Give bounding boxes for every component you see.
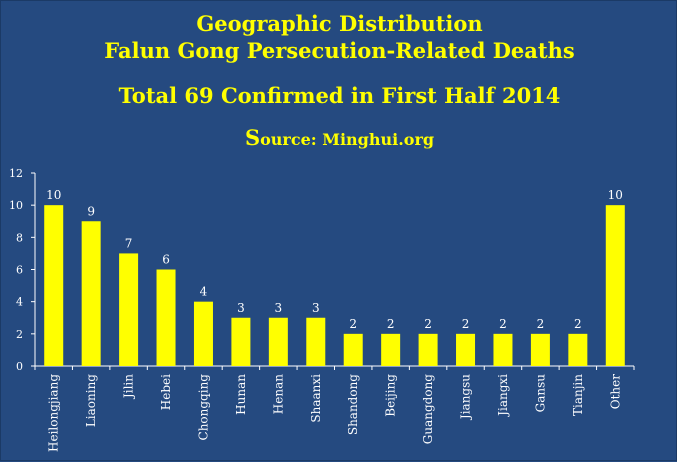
data-label: 3: [275, 301, 283, 315]
chart-title-line-1: Geographic Distribution: [196, 11, 483, 36]
x-tick-label: Shaanxi: [309, 374, 323, 423]
x-tick-label: Gansu: [533, 374, 547, 413]
bar-gansu: [530, 333, 550, 366]
x-tick-label: Other: [608, 374, 622, 409]
chart-labels: 10 Heilongjiang 9 Liaoning 7 Jilin 6 Hebei 4 Chon…: [46, 188, 623, 452]
data-label: 2: [349, 317, 357, 331]
data-label: 2: [574, 317, 582, 331]
bar-chongqing: [193, 301, 213, 366]
data-label: 2: [462, 317, 470, 331]
data-label: 4: [200, 285, 208, 299]
x-tick-label: Liaoning: [84, 374, 98, 427]
data-label: 2: [537, 317, 545, 331]
chart-subtitle: Total 69 Confirmed in First Half 2014: [118, 83, 561, 108]
data-label: 10: [46, 188, 61, 202]
y-tick-label: 10: [9, 199, 23, 212]
bar-shandong: [343, 333, 363, 366]
data-label: 2: [424, 317, 432, 331]
x-tick-label: Tianjin: [571, 374, 585, 416]
data-label: 7: [125, 236, 133, 250]
source-text: ource: Minghui.org: [260, 130, 435, 149]
bar-guangdong: [418, 333, 438, 366]
x-tick-label: Hunan: [234, 374, 248, 415]
x-tick-label: Jiangxi: [496, 374, 510, 418]
x-tick-label: Guangdong: [421, 374, 435, 445]
data-label: 3: [237, 301, 245, 315]
data-label: 6: [162, 253, 170, 267]
source-initial: S: [244, 125, 261, 150]
bar-shaanxi: [306, 317, 326, 366]
bar-other: [605, 205, 625, 366]
data-label: 10: [608, 188, 623, 202]
x-tick-label: Jilin: [122, 374, 136, 400]
y-tick-label: 8: [16, 231, 23, 244]
bar-liaoning: [81, 221, 101, 366]
y-tick-label: 6: [16, 264, 23, 277]
y-tick-label: 12: [9, 167, 23, 180]
x-tick-label: Chongqing: [196, 374, 210, 441]
data-label: 2: [499, 317, 507, 331]
x-tick-label: Hebei: [159, 374, 173, 410]
x-tick-label: Beijing: [384, 374, 398, 417]
y-tick-label: 4: [16, 296, 23, 309]
data-label: 2: [387, 317, 395, 331]
bar-beijing: [381, 333, 401, 366]
bar-heilongjiang: [44, 205, 64, 366]
bar-jilin: [119, 253, 139, 366]
bar-jiangxi: [493, 333, 513, 366]
x-tick-label: Heilongjiang: [47, 374, 61, 452]
bar-jiangsu: [456, 333, 476, 366]
chart-title-line-2: Falun Gong Persecution-Related Deaths: [104, 38, 575, 63]
bar-hunan: [231, 317, 251, 366]
y-tick-label: 0: [16, 360, 23, 373]
chart-bars: [44, 205, 625, 366]
data-label: 9: [87, 204, 95, 218]
bar-henan: [268, 317, 288, 366]
bar-tianjin: [568, 333, 588, 366]
x-tick-label: Shandong: [346, 374, 360, 435]
y-tick-label: 2: [16, 328, 23, 341]
data-label: 3: [312, 301, 320, 315]
x-tick-label: Henan: [271, 374, 285, 414]
x-tick-label: Jiangsu: [459, 374, 473, 421]
chart-source: Source: Minghui.org: [1, 125, 677, 150]
bar-hebei: [156, 269, 176, 366]
